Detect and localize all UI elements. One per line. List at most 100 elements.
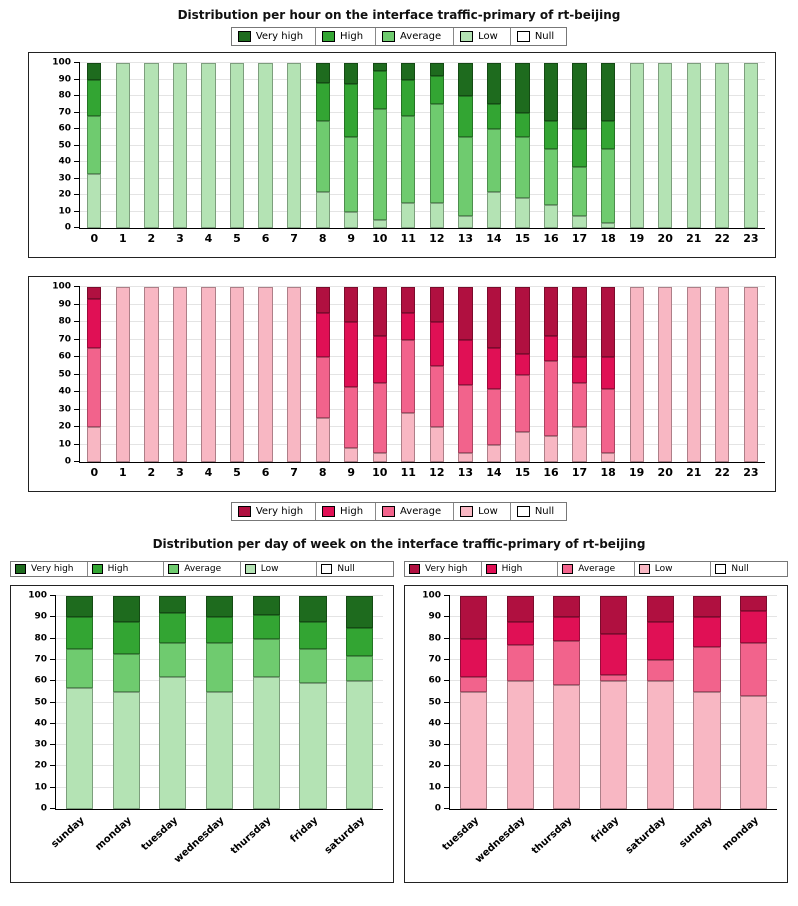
segment-average — [543, 360, 559, 436]
bar-slot — [243, 596, 290, 809]
x-tick-label: 19 — [629, 466, 645, 479]
x-tick-label: tuesday — [440, 815, 481, 854]
bar-16 — [543, 63, 559, 228]
x-tick-label: 4 — [204, 232, 213, 245]
y-tick-label: 0 — [434, 803, 441, 814]
segment-low — [486, 191, 502, 228]
segment-average — [401, 339, 416, 413]
legend-item-label: Very high — [425, 564, 468, 574]
segment-low — [743, 287, 758, 462]
bar-slot — [679, 63, 708, 228]
segment-high — [346, 627, 374, 656]
low-swatch-icon — [244, 564, 256, 574]
bars — [56, 596, 383, 809]
segment-very_high — [112, 596, 140, 622]
segment-low — [543, 204, 559, 228]
x-tick-label: 0 — [90, 232, 99, 245]
y-tick-label: 60 — [34, 675, 47, 686]
bar-10 — [372, 63, 387, 228]
y-tick-label: 90 — [58, 74, 71, 84]
bar-slot — [365, 63, 394, 228]
segment-very_high — [315, 63, 330, 83]
segment-very_high — [543, 287, 559, 336]
y-tick-label: 90 — [34, 611, 47, 622]
segment-low — [629, 287, 644, 462]
x-tick-label: 5 — [233, 232, 241, 245]
bar-10 — [372, 287, 387, 462]
segment-very_high — [429, 287, 444, 322]
bar-saturday — [346, 596, 374, 809]
x-tick-label: 20 — [657, 232, 673, 245]
bar-slot — [109, 63, 138, 228]
legend-item-label: Average — [400, 506, 442, 517]
y-axis-tick — [74, 338, 80, 340]
bar-slot — [737, 287, 766, 462]
null-swatch-icon — [516, 31, 530, 42]
segment-low — [87, 427, 102, 462]
bar-21 — [686, 287, 701, 462]
legend-item-label: High — [107, 564, 129, 574]
segment-average — [401, 115, 416, 204]
bar-monday — [112, 596, 140, 809]
y-axis-tick — [50, 786, 56, 788]
segment-high — [112, 621, 140, 654]
bar-slot — [137, 287, 166, 462]
segment-very_high — [372, 63, 387, 72]
legend-item-label: Average — [400, 31, 442, 42]
segment-low — [646, 681, 674, 809]
bar-11 — [401, 63, 416, 228]
high-swatch-icon — [322, 506, 336, 517]
x-tick-label: 18 — [600, 232, 616, 245]
y-tick-label: 80 — [58, 316, 71, 327]
segment-very_high — [87, 63, 102, 80]
segment-very_high — [299, 596, 327, 622]
segment-very_high — [205, 596, 234, 618]
y-tick-label: 0 — [64, 456, 71, 467]
gridline — [80, 303, 765, 305]
gridline — [80, 128, 765, 129]
y-axis-tick — [74, 111, 80, 113]
bar-3 — [172, 287, 188, 462]
gridline — [80, 426, 765, 427]
legend-item-label: Low — [654, 564, 673, 574]
bar-15 — [515, 63, 530, 228]
bar-20 — [658, 63, 673, 228]
segment-low — [658, 287, 673, 462]
bar-13 — [458, 63, 473, 228]
y-tick-label: 70 — [58, 107, 71, 117]
y-axis-tick — [74, 443, 80, 445]
bar-slot — [280, 287, 309, 462]
gridline — [80, 161, 765, 162]
segment-very_high — [506, 596, 534, 622]
segment-very_high — [252, 596, 280, 616]
y-axis-tick — [74, 321, 80, 322]
x-tick-label: 7 — [290, 466, 298, 479]
segment-average — [458, 385, 473, 454]
bar-slot — [223, 63, 252, 228]
weekly-green-chart: 0 10 20 30 40 50 60 70 80 90 100 sunday monday tuesda… — [10, 585, 394, 883]
segment-very_high — [87, 287, 102, 300]
segment-average — [543, 148, 559, 205]
segment-low — [600, 453, 616, 462]
y-axis-tick — [50, 808, 56, 809]
segment-low — [229, 63, 245, 228]
legend-red-hourly: Very high High Average Low Null — [230, 502, 568, 521]
segment-high — [159, 613, 187, 643]
bar-friday — [599, 596, 628, 809]
legend-item-average: Average — [375, 503, 453, 520]
weekly-chart-title: Distribution per day of week on the inte… — [152, 537, 646, 551]
x-tick-label: 18 — [600, 466, 616, 479]
segment-very_high — [159, 596, 187, 614]
bar-slot — [394, 63, 423, 228]
segment-average — [315, 120, 330, 192]
y-axis-tick — [444, 744, 450, 746]
legend-item-average: Average — [557, 562, 634, 576]
segment-low — [205, 691, 234, 809]
bars — [80, 287, 765, 462]
segment-average — [87, 115, 102, 174]
segment-average — [112, 653, 140, 692]
legend-item-label: Average — [578, 564, 616, 574]
y-axis-tick — [74, 177, 80, 179]
bar-thursday — [553, 596, 581, 809]
segment-very_high — [486, 287, 502, 349]
